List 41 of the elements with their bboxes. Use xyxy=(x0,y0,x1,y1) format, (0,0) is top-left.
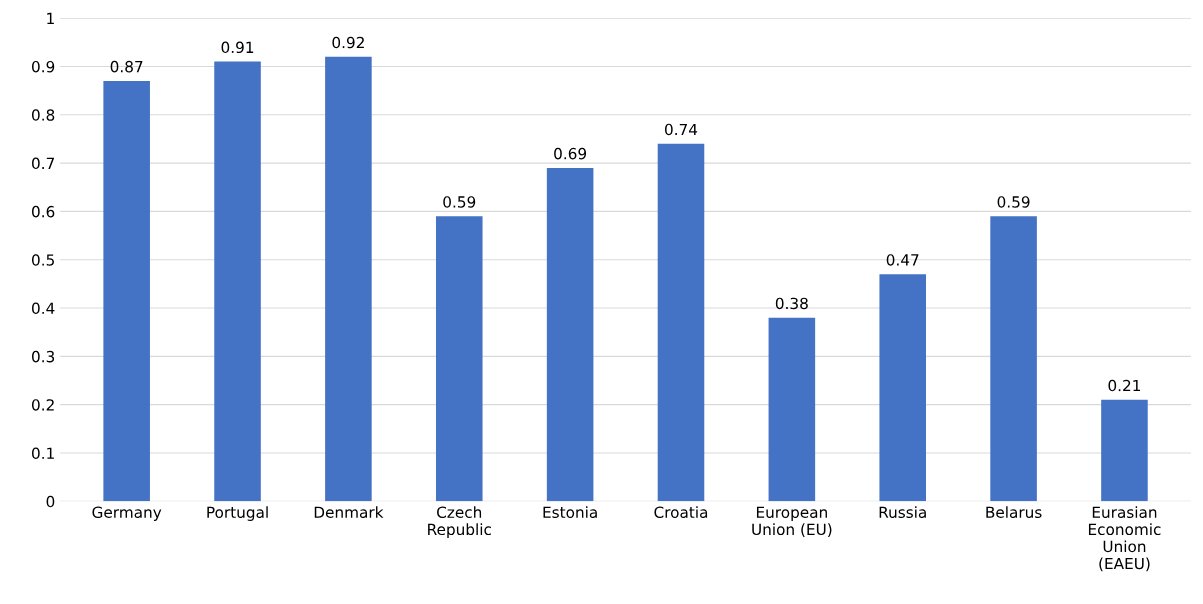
data-label: 0.69 xyxy=(554,147,587,160)
data-label: 0.59 xyxy=(997,196,1030,208)
bar xyxy=(214,61,261,502)
x-tick-label: Belarus xyxy=(986,506,1042,519)
x-tick-label: Denmark xyxy=(314,506,384,519)
data-label: 0.74 xyxy=(664,123,698,136)
y-tick-label: 0.7 xyxy=(32,157,54,170)
x-tick-label: Portugal xyxy=(207,506,268,521)
data-label: 0.92 xyxy=(332,36,364,49)
bar xyxy=(1101,399,1148,502)
x-tick-label: Eurasian Economic Union (EAEU) xyxy=(1088,506,1161,572)
y-tick-label: 0 xyxy=(46,495,55,508)
bar xyxy=(435,216,483,502)
y-tick-label: 0.4 xyxy=(32,302,55,315)
y-tick-label: 0.9 xyxy=(32,60,55,73)
y-tick-label: 0.5 xyxy=(32,254,54,266)
y-tick-label: 0.1 xyxy=(32,447,54,460)
bar xyxy=(546,167,594,502)
bar xyxy=(990,216,1037,502)
data-label: 0.47 xyxy=(886,254,919,266)
x-tick-label: Russia xyxy=(879,506,926,519)
x-tick-label: Germany xyxy=(92,506,162,521)
data-label: 0.91 xyxy=(221,41,254,54)
y-tick-label: 0.6 xyxy=(32,205,55,218)
data-label: 0.59 xyxy=(443,196,476,208)
x-tick-label: Estonia xyxy=(543,506,597,519)
y-tick-label: 0.3 xyxy=(32,350,55,363)
bar xyxy=(657,143,705,502)
bar xyxy=(325,56,372,502)
bar xyxy=(879,274,926,502)
bar xyxy=(768,317,816,502)
x-tick-label: Croatia xyxy=(654,506,708,519)
bar xyxy=(103,80,150,502)
x-tick-label: European Union (EU) xyxy=(752,506,832,537)
data-label: 0.38 xyxy=(775,297,808,310)
data-label: 0.87 xyxy=(110,60,143,73)
x-tick-label: Czech Republic xyxy=(428,506,491,539)
y-tick-label: 0.8 xyxy=(32,109,55,121)
data-label: 0.21 xyxy=(1108,379,1141,392)
y-tick-label: 1 xyxy=(47,12,54,24)
y-tick-label: 0.2 xyxy=(32,399,54,411)
